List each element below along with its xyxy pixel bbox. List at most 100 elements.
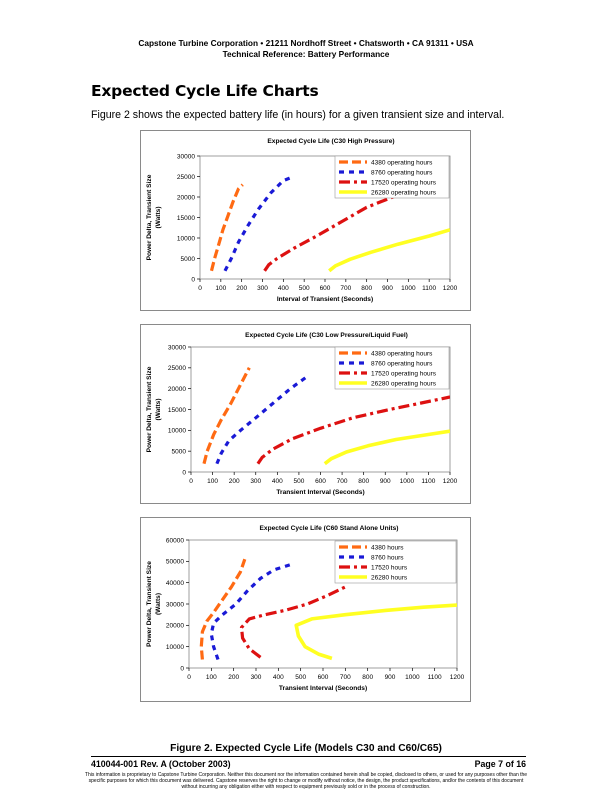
x-tick-label: 100 — [207, 478, 218, 485]
document-id: 410044-001 Rev. A (October 2003) — [91, 759, 231, 769]
x-tick-label: 0 — [189, 478, 193, 485]
legend-label: 17520 operating hours — [371, 370, 437, 377]
y-tick-label: 30000 — [168, 344, 186, 351]
legend-label: 26280 hours — [371, 574, 408, 581]
y-tick-label: 40000 — [166, 580, 184, 587]
x-tick-label: 300 — [251, 674, 262, 681]
y-tick-label: 30000 — [166, 601, 184, 608]
y-tick-label: 60000 — [166, 537, 184, 544]
x-tick-label: 1000 — [400, 478, 415, 485]
x-tick-label: 1200 — [450, 674, 465, 681]
y-tick-label: 20000 — [177, 194, 195, 201]
x-tick-label: 0 — [187, 674, 191, 681]
y-axis-label-units: (Watts) — [155, 206, 162, 228]
series-line-4 — [328, 228, 450, 273]
page-number: Page 7 of 16 — [474, 759, 526, 769]
chart-c30-low-pressure: Expected Cycle Life (C30 Low Pressure/Li… — [140, 324, 471, 504]
proprietary-disclaimer: This information is proprietary to Capst… — [84, 772, 528, 791]
series-line-3 — [256, 395, 450, 465]
y-axis-label-units: (Watts) — [155, 593, 162, 615]
x-tick-label: 600 — [320, 285, 331, 292]
x-tick-label: 700 — [340, 285, 351, 292]
y-tick-label: 10000 — [166, 644, 184, 651]
chart-title: Expected Cycle Life (C60 Stand Alone Uni… — [260, 525, 399, 532]
x-tick-label: 1200 — [443, 478, 458, 485]
x-tick-label: 800 — [361, 285, 372, 292]
chart-legend: 4380 operating hours 8760 operating hours… — [334, 346, 450, 390]
x-axis-label: Transient Interval (Seconds) — [276, 489, 364, 496]
y-tick-label: 20000 — [168, 386, 186, 393]
x-axis-label: Interval of Transient (Seconds) — [277, 296, 373, 303]
y-tick-label: 10000 — [177, 235, 195, 242]
x-tick-label: 600 — [315, 478, 326, 485]
y-axis-label-units: (Watts) — [155, 398, 162, 420]
x-tick-label: 1100 — [428, 674, 442, 681]
legend-label: 4380 operating hours — [371, 350, 433, 357]
header-company-line: Capstone Turbine Corporation • 21211 Nor… — [138, 38, 474, 48]
x-tick-label: 700 — [337, 478, 348, 485]
legend-label: 4380 hours — [371, 544, 404, 551]
y-tick-label: 15000 — [177, 215, 195, 222]
series-line-2 — [223, 175, 295, 272]
chart-legend: 4380 hours 8760 hours 17520 hours 26280 hou… — [334, 540, 457, 584]
series-line-3 — [239, 585, 346, 659]
series-line-1 — [209, 183, 244, 272]
intro-paragraph: Figure 2 shows the expected battery life… — [91, 109, 505, 121]
x-tick-label: 400 — [273, 674, 284, 681]
legend-label: 8760 operating hours — [371, 169, 433, 176]
legend-label: 26280 operating hours — [371, 189, 437, 196]
legend-label: 26280 operating hours — [371, 380, 437, 387]
x-tick-label: 400 — [272, 478, 283, 485]
legend-label: 4380 operating hours — [371, 159, 433, 166]
y-tick-label: 15000 — [168, 407, 186, 414]
series-line-4 — [294, 603, 457, 661]
chart-title: Expected Cycle Life (C30 Low Pressure/Li… — [245, 332, 408, 339]
x-tick-label: 500 — [299, 285, 310, 292]
y-axis-label: Power Delta, Transient Size — [146, 366, 153, 452]
legend-label: 8760 hours — [371, 554, 404, 561]
y-tick-label: 5000 — [172, 448, 187, 455]
x-tick-label: 1100 — [422, 285, 436, 292]
chart-legend: 4380 operating hours 8760 operating hours… — [334, 155, 450, 199]
y-tick-label: 5000 — [181, 256, 196, 263]
chart-title: Expected Cycle Life (C30 High Pressure) — [267, 138, 394, 145]
y-tick-label: 0 — [180, 665, 184, 672]
y-tick-label: 25000 — [168, 365, 186, 372]
y-axis-label: Power Delta, Transient Size — [146, 561, 153, 647]
x-tick-label: 1100 — [421, 478, 435, 485]
legend-label: 17520 operating hours — [371, 179, 437, 186]
y-tick-label: 20000 — [166, 623, 184, 630]
legend-label: 8760 operating hours — [371, 360, 433, 367]
x-tick-label: 600 — [318, 674, 329, 681]
x-axis-label: Transient Interval (Seconds) — [279, 685, 367, 692]
y-tick-label: 10000 — [168, 428, 186, 435]
x-tick-label: 1000 — [405, 674, 420, 681]
x-tick-label: 500 — [293, 478, 304, 485]
x-tick-label: 300 — [250, 478, 261, 485]
series-line-1 — [202, 367, 251, 465]
x-tick-label: 200 — [236, 285, 247, 292]
footer-divider — [91, 756, 526, 757]
x-tick-label: 100 — [215, 285, 226, 292]
chart-c60-stand-alone: Expected Cycle Life (C60 Stand Alone Uni… — [140, 517, 471, 702]
x-tick-label: 200 — [229, 478, 240, 485]
x-tick-label: 800 — [358, 478, 369, 485]
x-tick-label: 900 — [385, 674, 396, 681]
x-tick-label: 1000 — [401, 285, 416, 292]
series-line-1 — [199, 558, 247, 660]
x-tick-label: 500 — [295, 674, 306, 681]
x-tick-label: 1200 — [443, 285, 458, 292]
x-tick-label: 900 — [382, 285, 393, 292]
y-tick-label: 30000 — [177, 153, 195, 160]
x-tick-label: 200 — [228, 674, 239, 681]
x-tick-label: 900 — [380, 478, 391, 485]
chart-c30-high-pressure: Expected Cycle Life (C30 High Pressure) 0… — [140, 130, 471, 311]
y-tick-label: 0 — [191, 276, 195, 283]
legend-label: 17520 hours — [371, 564, 408, 571]
series-line-3 — [263, 193, 399, 272]
y-axis-label: Power Delta, Transient Size — [146, 174, 153, 260]
y-tick-label: 50000 — [166, 559, 184, 566]
figure-caption: Figure 2. Expected Cycle Life (Models C3… — [170, 743, 442, 754]
x-tick-label: 0 — [198, 285, 202, 292]
x-tick-label: 700 — [340, 674, 351, 681]
